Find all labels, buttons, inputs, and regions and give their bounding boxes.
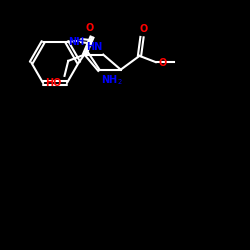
Text: HN: HN — [86, 42, 102, 52]
Text: O: O — [85, 24, 94, 34]
Text: NH: NH — [68, 37, 85, 47]
Text: O: O — [159, 58, 167, 68]
Text: HO: HO — [46, 78, 62, 88]
Text: O: O — [139, 24, 147, 34]
Text: NH$_2$: NH$_2$ — [101, 74, 122, 87]
